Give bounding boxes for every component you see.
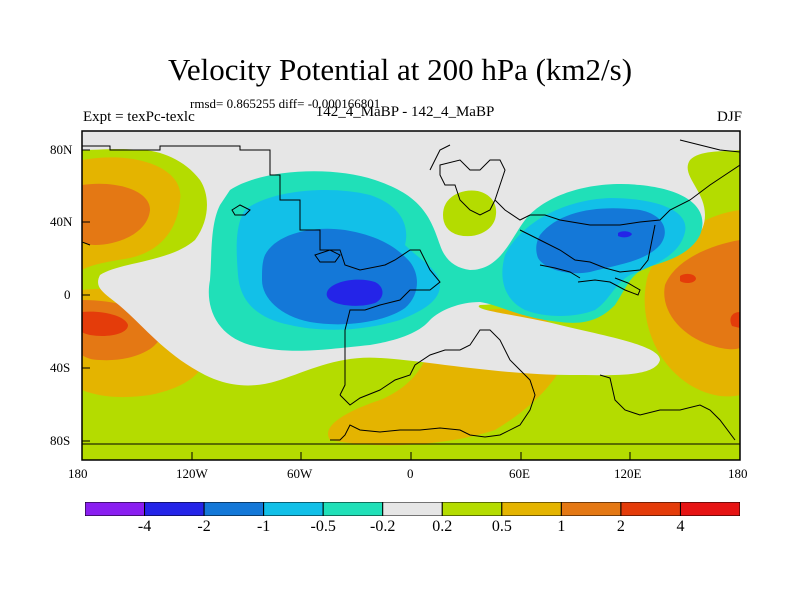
field-band-neg-4-2-east <box>618 231 632 238</box>
colorbar-swatch <box>85 502 146 516</box>
colorbar-label: 4 <box>676 518 685 535</box>
field-band-neg-4-2 <box>326 279 383 306</box>
lon-label-120e: 120E <box>614 466 642 481</box>
colorbar-swatch <box>679 502 740 516</box>
field-band-2-4-south-pacific <box>82 311 128 336</box>
colorbar-label: 0.5 <box>491 518 512 535</box>
colorbar-label: -0.2 <box>370 518 396 535</box>
case-label: 142_4_MaBP - 142_4_MaBP <box>315 104 495 120</box>
lat-label-40s: 40S <box>50 360 71 375</box>
field-band-2-4-east-small <box>680 273 696 284</box>
field-band-0.2-0.5-mediterranean <box>440 187 500 240</box>
colorbar-label: -0.5 <box>310 518 336 535</box>
lat-label-40n: 40N <box>50 214 73 229</box>
colorbar-label: 1 <box>557 518 566 535</box>
colorbar-label: -1 <box>256 518 271 535</box>
field-band-neutral-mediterranean-ring <box>436 184 502 242</box>
colorbar-swatch <box>620 502 681 516</box>
lon-label-60e: 60E <box>509 466 530 481</box>
lon-label-180w: 180 <box>68 466 88 481</box>
colorbar-label: 0.2 <box>432 518 453 535</box>
lon-label-0: 0 <box>407 466 414 481</box>
plot-title: Velocity Potential at 200 hPa (km2/s) <box>167 52 633 87</box>
colorbar-label: -2 <box>197 518 211 535</box>
lat-label-80n: 80N <box>50 142 73 157</box>
velocity-potential-map <box>81 130 741 461</box>
colorbar <box>85 502 740 516</box>
lon-label-60w: 60W <box>287 466 313 481</box>
field-band-neg-2-1-east <box>536 208 665 274</box>
lat-label-0: 0 <box>64 287 71 302</box>
colorbar-label: 2 <box>616 518 625 535</box>
colorbar-swatch <box>501 502 562 516</box>
field-band-1-2-east <box>664 240 740 350</box>
colorbar-swatch <box>441 502 503 516</box>
lon-label-180e: 180 <box>728 466 748 481</box>
colorbar-swatch <box>203 502 265 516</box>
lat-label-80s: 80S <box>50 433 71 448</box>
coastlines <box>82 139 740 445</box>
rmsd-diff-stats: rmsd= 0.865255 diff= -0.000166801 <box>190 96 381 111</box>
field-band-neutral-west-tongue <box>98 255 209 292</box>
experiment-label: Expt = texPc-texlc <box>83 109 195 125</box>
colorbar-swatch <box>144 502 205 516</box>
colorbar-swatch <box>263 502 324 516</box>
colorbar-swatch <box>322 502 384 516</box>
lon-label-120w: 120W <box>176 466 208 481</box>
colorbar-swatch <box>382 502 443 516</box>
field-band-2-4-east <box>730 312 740 328</box>
season-label: DJF <box>716 109 742 125</box>
field-band-1-2-northwest <box>82 183 150 245</box>
colorbar-swatch <box>560 502 622 516</box>
axis-ticks <box>81 149 741 460</box>
colorbar-label: -4 <box>137 518 152 535</box>
